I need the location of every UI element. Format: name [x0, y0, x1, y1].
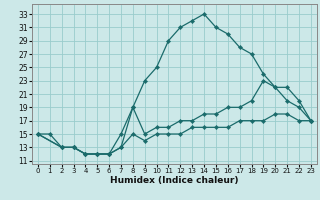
X-axis label: Humidex (Indice chaleur): Humidex (Indice chaleur)	[110, 176, 239, 185]
